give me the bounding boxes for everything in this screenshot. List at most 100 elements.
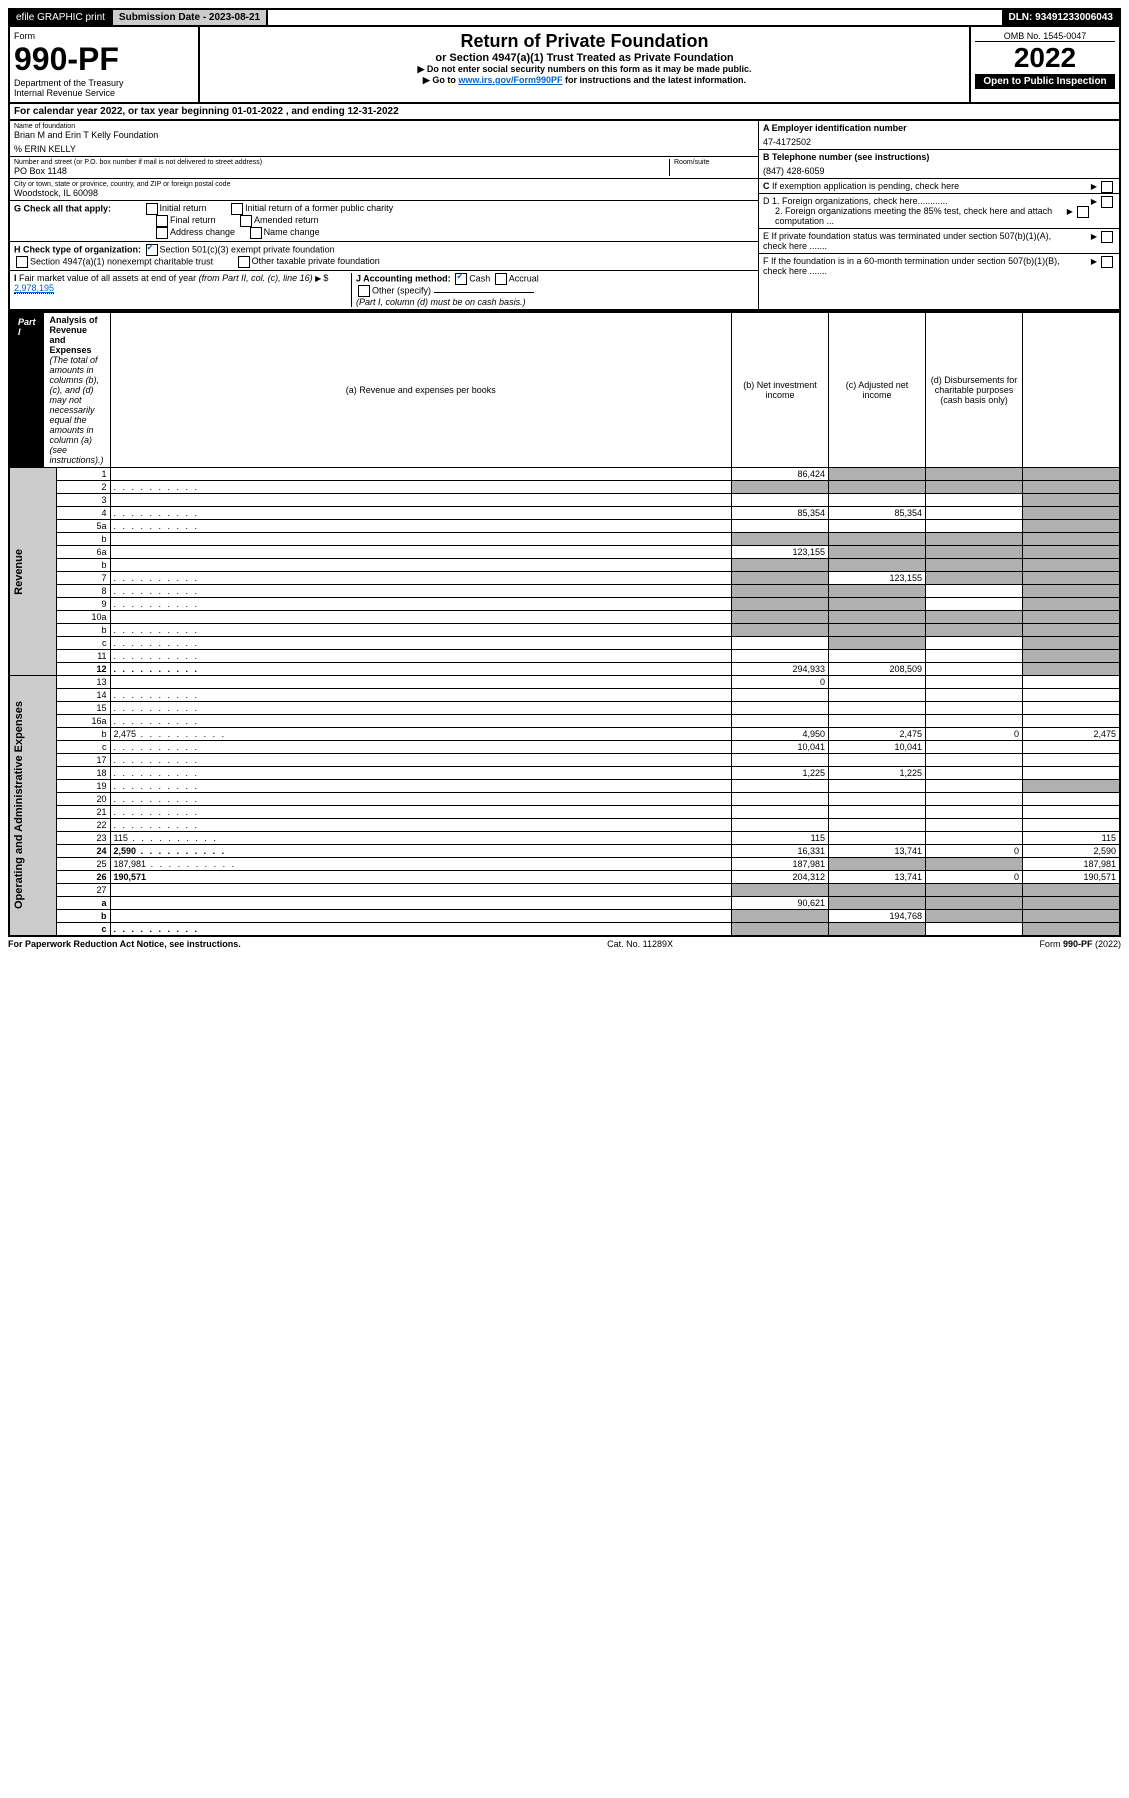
checkbox-c[interactable] — [1101, 181, 1113, 193]
table-row: 19 — [9, 780, 1120, 793]
cell-value — [1023, 598, 1121, 611]
tax-year: 2022 — [975, 42, 1115, 74]
section-j: J Accounting method: Cash Accrual Other … — [352, 273, 754, 307]
cell-value — [1023, 559, 1121, 572]
ein-value: 47-4172502 — [763, 137, 1115, 147]
fmv-link[interactable]: 2,978,195 — [14, 283, 54, 294]
cell-value — [926, 884, 1023, 897]
cell-value — [732, 650, 829, 663]
checkbox-initial-return[interactable] — [146, 203, 158, 215]
cell-value — [926, 767, 1023, 780]
cell-value: 85,354 — [732, 507, 829, 520]
line-number: b — [56, 533, 110, 546]
line-number: 1 — [56, 468, 110, 481]
checkbox-d2[interactable] — [1077, 206, 1089, 218]
top-bar: efile GRAPHIC print Submission Date - 20… — [8, 8, 1121, 27]
table-row: 6a123,155 — [9, 546, 1120, 559]
line-number: 13 — [56, 676, 110, 689]
cell-value: 123,155 — [732, 546, 829, 559]
foundation-addr: PO Box 1148 — [14, 166, 669, 176]
part-i-title: Analysis of Revenue and Expenses — [50, 315, 98, 355]
cell-value: 190,571 — [1023, 871, 1121, 884]
cell-value — [1023, 897, 1121, 910]
line-number: 18 — [56, 767, 110, 780]
line-number: c — [56, 923, 110, 937]
cell-value — [1023, 637, 1121, 650]
revenue-side-label: Revenue — [9, 468, 56, 676]
checkbox-accrual[interactable] — [495, 273, 507, 285]
cell-value — [926, 923, 1023, 937]
cell-value — [926, 507, 1023, 520]
checkbox-other-method[interactable] — [358, 285, 370, 297]
checkbox-e[interactable] — [1101, 231, 1113, 243]
cell-value — [1023, 650, 1121, 663]
cell-value — [732, 910, 829, 923]
line-description — [110, 546, 731, 559]
table-row: 181,2251,225 — [9, 767, 1120, 780]
cell-value — [1023, 923, 1121, 937]
cell-value — [732, 689, 829, 702]
line-description — [110, 585, 731, 598]
cell-value — [1023, 520, 1121, 533]
checkbox-cash[interactable] — [455, 273, 467, 285]
cell-value — [926, 481, 1023, 494]
table-row: 21 — [9, 806, 1120, 819]
line-number: c — [56, 637, 110, 650]
foundation-city: Woodstock, IL 60098 — [14, 188, 754, 198]
cell-value: 10,041 — [829, 741, 926, 754]
dln: DLN: 93491233006043 — [1002, 10, 1119, 25]
info-grid: Name of foundation Brian M and Erin T Ke… — [8, 121, 1121, 311]
line-description: 190,571 — [110, 871, 731, 884]
dept: Department of the Treasury — [14, 78, 194, 88]
cell-value — [732, 754, 829, 767]
cell-value — [732, 806, 829, 819]
cell-value — [829, 650, 926, 663]
checkbox-address-change[interactable] — [156, 227, 168, 239]
checkbox-initial-former[interactable] — [231, 203, 243, 215]
calendar-year-line: For calendar year 2022, or tax year begi… — [8, 104, 1121, 121]
checkbox-501c3[interactable] — [146, 244, 158, 256]
foundation-name: Brian M and Erin T Kelly Foundation — [14, 130, 754, 140]
expenses-side-label: Operating and Administrative Expenses — [9, 676, 56, 937]
cell-value — [732, 624, 829, 637]
cell-value — [1023, 702, 1121, 715]
form-link[interactable]: www.irs.gov/Form990PF — [458, 75, 562, 85]
cell-value — [926, 663, 1023, 676]
cell-value — [926, 494, 1023, 507]
cell-value — [1023, 884, 1121, 897]
cell-value — [1023, 507, 1121, 520]
cell-value — [1023, 715, 1121, 728]
table-row: 485,35485,354 — [9, 507, 1120, 520]
checkbox-amended[interactable] — [240, 215, 252, 227]
line-number: 22 — [56, 819, 110, 832]
line-description — [110, 507, 731, 520]
cell-value: 0 — [926, 728, 1023, 741]
cell-value — [732, 494, 829, 507]
line-description — [110, 715, 731, 728]
table-row: 5a — [9, 520, 1120, 533]
checkbox-f[interactable] — [1101, 256, 1113, 268]
cell-value: 1,225 — [829, 767, 926, 780]
line-description — [110, 923, 731, 937]
checkbox-d1[interactable] — [1101, 196, 1113, 208]
section-e: E If private foundation status was termi… — [759, 229, 1119, 254]
checkbox-4947[interactable] — [16, 256, 28, 268]
line-description — [110, 780, 731, 793]
cell-value — [1023, 624, 1121, 637]
page-footer: For Paperwork Reduction Act Notice, see … — [8, 937, 1121, 951]
checkbox-final-return[interactable] — [156, 215, 168, 227]
cell-value — [829, 923, 926, 937]
cell-value — [732, 611, 829, 624]
cell-value: 2,590 — [1023, 845, 1121, 858]
cell-value: 0 — [732, 676, 829, 689]
line-number: b — [56, 910, 110, 923]
line-number: 10a — [56, 611, 110, 624]
cell-value — [732, 819, 829, 832]
cell-value — [829, 533, 926, 546]
checkbox-other-taxable[interactable] — [238, 256, 250, 268]
checkbox-name-change[interactable] — [250, 227, 262, 239]
table-row: 9 — [9, 598, 1120, 611]
cell-value — [829, 780, 926, 793]
line-description — [110, 702, 731, 715]
cell-value — [732, 585, 829, 598]
